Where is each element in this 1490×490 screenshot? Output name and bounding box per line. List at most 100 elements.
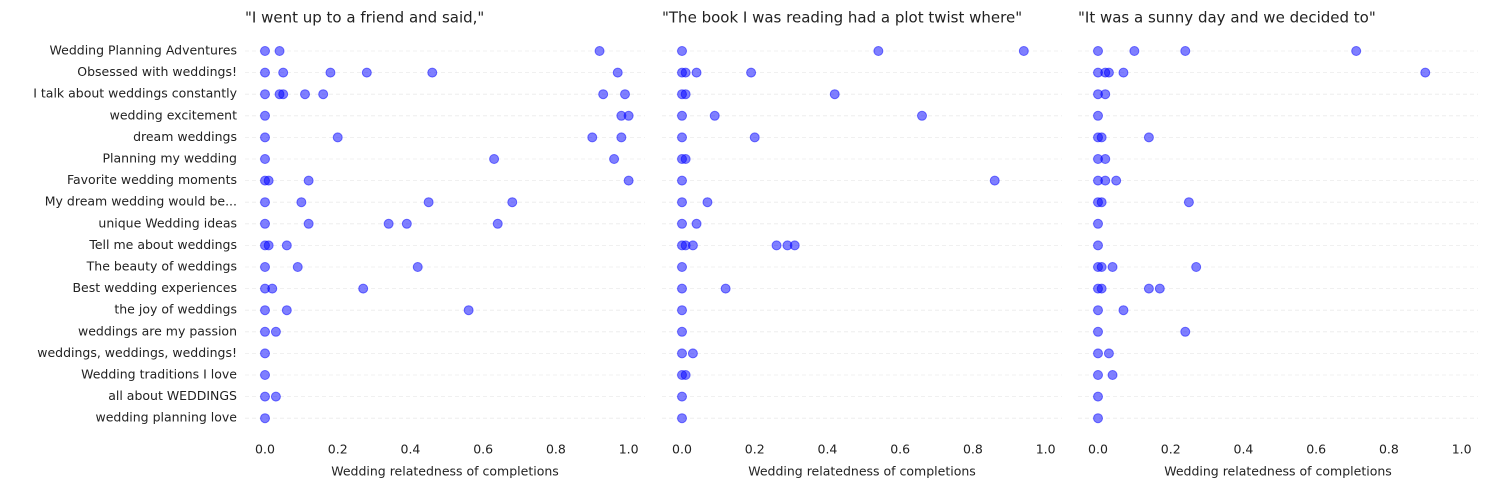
point [296,197,307,208]
point [325,67,336,78]
point [677,218,687,229]
y-tick-label: Planning my wedding [103,151,237,166]
point [677,305,687,316]
point [616,132,627,143]
point [260,348,270,359]
point [1107,262,1118,272]
y-tick-label: wedding excitement [110,107,237,122]
point [677,283,687,294]
x-tick-label: 0.8 [1379,442,1399,457]
point [260,197,270,208]
point [303,175,314,186]
y-tick-label: My dream wedding would be... [45,194,237,209]
point [492,218,503,229]
point [687,240,698,251]
point [598,89,609,100]
point [1100,175,1111,186]
point [677,391,687,402]
point [1129,46,1140,56]
point [1096,132,1107,143]
point [1093,305,1103,316]
point [1191,262,1202,272]
point [771,240,782,251]
point [1351,46,1362,56]
point [789,240,800,251]
y-tick-label: Favorite wedding moments [67,172,237,187]
y-tick-label: the joy of weddings [114,302,237,317]
point [709,110,720,121]
point [260,413,270,424]
point [720,283,731,294]
point [489,154,500,164]
point [677,262,687,272]
point [1118,67,1129,78]
panel-title: "The book I was reading had a plot twist… [662,9,1022,27]
point [260,154,270,164]
point [427,67,438,78]
y-tick-label: The beauty of weddings [86,259,237,274]
y-tick-label: all about WEDDINGS [108,388,237,403]
point [361,67,372,78]
point [746,67,757,78]
x-tick-label: 0.8 [546,442,566,457]
point [260,326,270,337]
point [1018,46,1029,56]
point [507,197,518,208]
point [332,132,343,143]
point [1093,240,1103,251]
point [594,46,605,56]
point [677,175,687,186]
x-tick-label: 0.0 [1088,442,1108,457]
x-tick-label: 1.0 [1036,442,1056,457]
point [281,240,292,251]
x-axis-label: Wedding relatedness of completions [331,464,559,479]
y-tick-label: unique Wedding ideas [98,215,237,230]
point [677,132,687,143]
x-tick-label: 0.2 [1161,442,1181,457]
point [300,89,310,100]
point [263,175,274,186]
x-axis-label: Wedding relatedness of completions [748,464,976,479]
point [1143,132,1154,143]
point [260,218,270,229]
x-axis-label: Wedding relatedness of completions [1164,464,1392,479]
point [612,67,623,78]
point [677,348,687,359]
point [281,305,292,316]
point [680,154,691,164]
x-tick-label: 0.4 [401,442,421,457]
point [260,391,270,402]
x-tick-label: 0.0 [672,442,692,457]
point [677,326,687,337]
x-tick-label: 0.6 [890,442,910,457]
point [677,413,687,424]
point [620,89,630,100]
point [829,89,840,100]
x-tick-label: 0.6 [473,442,493,457]
point [260,262,270,272]
point [303,218,314,229]
point [680,67,691,78]
point [702,197,713,208]
point [260,110,270,121]
y-tick-label: Best wedding experiences [72,280,237,295]
point [267,283,278,294]
point [749,132,760,143]
x-tick-label: 0.4 [818,442,838,457]
panel-title: "I went up to a friend and said," [245,9,484,27]
point [1096,283,1107,294]
x-tick-label: 0.6 [1306,442,1326,457]
point [609,154,620,164]
point [691,67,702,78]
x-tick-label: 0.2 [328,442,348,457]
point [623,110,634,121]
x-tick-label: 0.4 [1234,442,1254,457]
x-tick-label: 1.0 [619,442,639,457]
y-tick-label: weddings are my passion [78,323,237,338]
point [1154,283,1165,294]
point [677,110,687,121]
point [1183,197,1194,208]
point [401,218,412,229]
point [1118,305,1129,316]
